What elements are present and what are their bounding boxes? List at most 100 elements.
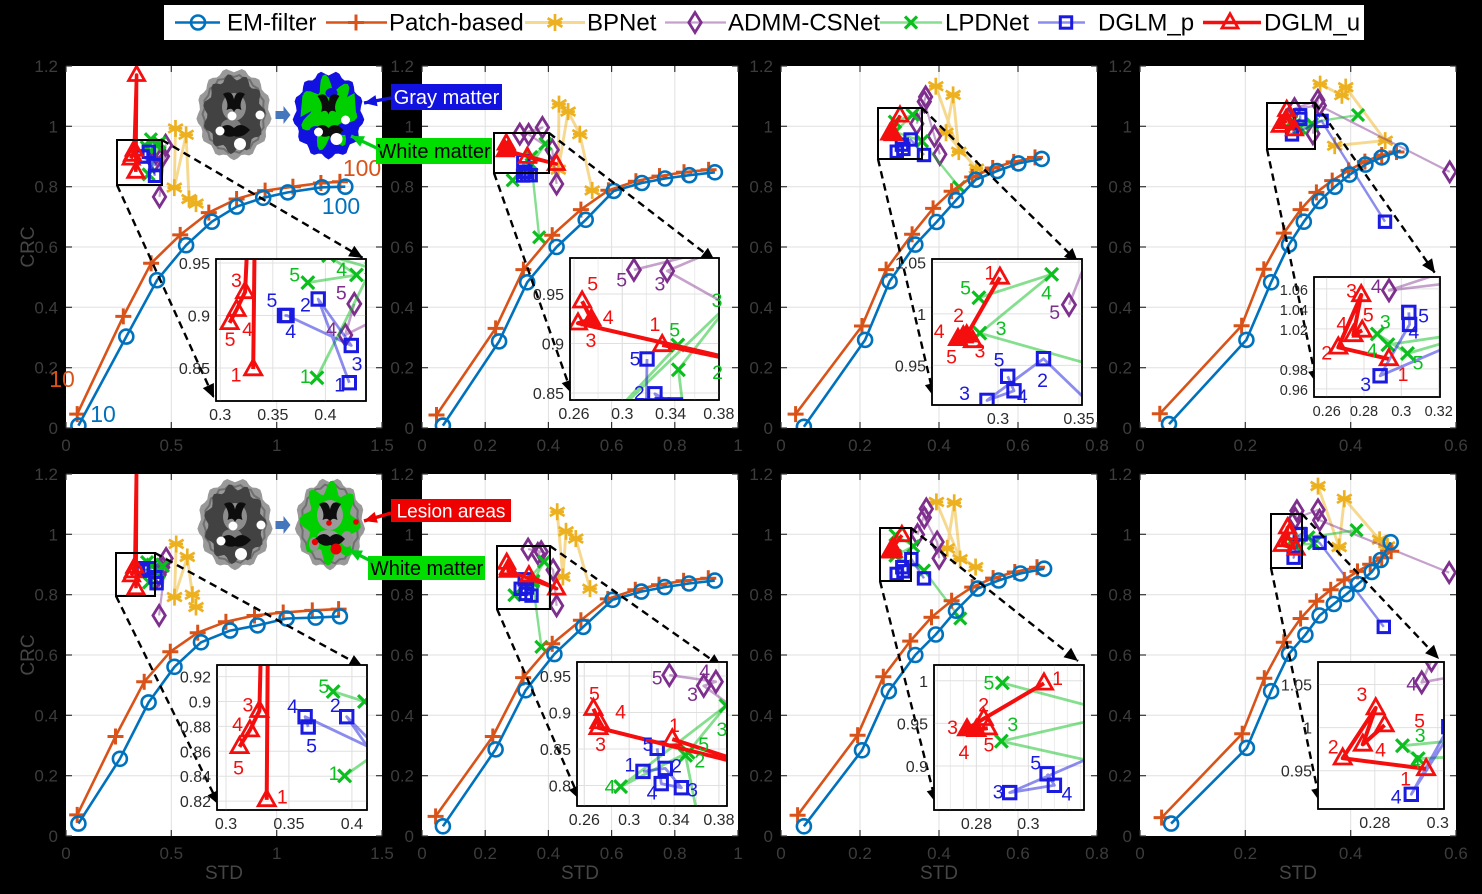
svg-text:0.98: 0.98 — [1280, 363, 1308, 379]
svg-text:2: 2 — [300, 294, 311, 316]
svg-text:1.2: 1.2 — [34, 465, 58, 484]
svg-text:0.95: 0.95 — [179, 256, 210, 273]
svg-text:0.6: 0.6 — [1444, 436, 1468, 455]
svg-text:0: 0 — [776, 436, 785, 455]
svg-text:0: 0 — [764, 827, 773, 846]
svg-text:0.26: 0.26 — [569, 812, 600, 829]
svg-text:0.38: 0.38 — [703, 812, 734, 829]
svg-text:0.26: 0.26 — [558, 406, 589, 423]
svg-text:1: 1 — [277, 787, 288, 809]
svg-text:0.2: 0.2 — [848, 844, 872, 863]
svg-text:1: 1 — [1303, 721, 1312, 738]
svg-text:0.95: 0.95 — [897, 716, 928, 733]
svg-text:1.2: 1.2 — [1108, 57, 1132, 76]
svg-text:4: 4 — [1041, 283, 1052, 305]
svg-text:0.35: 0.35 — [273, 816, 304, 833]
svg-text:0: 0 — [1123, 419, 1132, 438]
svg-text:0.5: 0.5 — [159, 844, 183, 863]
svg-text:0.8: 0.8 — [390, 586, 414, 605]
svg-text:0.4: 0.4 — [1339, 844, 1363, 863]
svg-text:0.6: 0.6 — [34, 646, 58, 665]
svg-text:0.3: 0.3 — [618, 812, 640, 829]
svg-text:1.2: 1.2 — [749, 465, 773, 484]
svg-text:0.35: 0.35 — [257, 407, 288, 424]
svg-text:4: 4 — [603, 307, 614, 329]
svg-text:0: 0 — [61, 844, 70, 863]
svg-text:0.6: 0.6 — [1006, 436, 1030, 455]
svg-text:1: 1 — [984, 262, 995, 284]
svg-text:0.2: 0.2 — [1233, 436, 1257, 455]
svg-text:0.35: 0.35 — [1063, 411, 1094, 428]
svg-text:5: 5 — [336, 283, 347, 305]
svg-text:5: 5 — [266, 290, 277, 312]
svg-text:3: 3 — [1346, 280, 1357, 302]
svg-text:2: 2 — [953, 305, 964, 327]
svg-text:3: 3 — [1007, 714, 1018, 736]
svg-text:0.4: 0.4 — [1108, 706, 1132, 725]
svg-text:0.6: 0.6 — [749, 238, 773, 257]
svg-text:4: 4 — [1061, 784, 1072, 806]
svg-text:0.28: 0.28 — [1359, 815, 1390, 832]
svg-text:5: 5 — [652, 668, 663, 690]
svg-text:5: 5 — [994, 349, 1005, 371]
svg-text:1.5: 1.5 — [370, 844, 394, 863]
svg-text:0.95: 0.95 — [540, 669, 571, 686]
svg-text:4: 4 — [647, 783, 658, 805]
svg-text:1: 1 — [624, 754, 635, 776]
svg-text:5: 5 — [1030, 752, 1041, 774]
svg-text:0.8: 0.8 — [34, 178, 58, 197]
svg-text:3: 3 — [1356, 684, 1367, 706]
svg-text:1: 1 — [272, 844, 281, 863]
svg-text:STD: STD — [561, 863, 599, 884]
svg-text:4: 4 — [326, 319, 337, 341]
svg-text:0.2: 0.2 — [749, 359, 773, 378]
svg-text:0: 0 — [417, 844, 426, 863]
svg-text:5: 5 — [1418, 305, 1429, 327]
svg-text:5: 5 — [946, 346, 957, 368]
svg-text:3: 3 — [716, 719, 727, 741]
svg-text:0.4: 0.4 — [314, 407, 336, 424]
svg-text:4: 4 — [605, 777, 616, 799]
svg-text:0.95: 0.95 — [533, 287, 564, 304]
svg-text:0.34: 0.34 — [659, 812, 690, 829]
svg-text:5: 5 — [318, 676, 329, 698]
svg-text:1.2: 1.2 — [34, 57, 58, 76]
svg-text:3: 3 — [585, 330, 596, 352]
svg-text:Gray matter: Gray matter — [394, 87, 500, 109]
svg-text:0: 0 — [49, 419, 58, 438]
svg-text:2: 2 — [694, 750, 705, 772]
svg-text:Lesion areas: Lesion areas — [397, 502, 506, 523]
svg-text:4: 4 — [699, 661, 710, 683]
svg-text:1: 1 — [334, 375, 345, 397]
svg-text:0.6: 0.6 — [749, 646, 773, 665]
svg-text:1: 1 — [231, 365, 242, 387]
svg-text:2: 2 — [978, 695, 989, 717]
svg-text:BPNet: BPNet — [587, 10, 657, 37]
svg-text:CRC: CRC — [18, 634, 39, 675]
svg-text:2: 2 — [671, 755, 682, 777]
svg-text:0.34: 0.34 — [655, 406, 686, 423]
svg-text:5: 5 — [698, 734, 709, 756]
svg-text:0.4: 0.4 — [749, 298, 773, 317]
svg-text:0: 0 — [405, 419, 414, 438]
svg-text:0.6: 0.6 — [390, 238, 414, 257]
svg-text:0.26: 0.26 — [1313, 404, 1341, 420]
svg-text:5: 5 — [589, 684, 600, 706]
svg-text:1: 1 — [917, 307, 926, 324]
svg-text:1: 1 — [1398, 364, 1409, 386]
svg-text:0.2: 0.2 — [34, 359, 58, 378]
svg-text:0.8: 0.8 — [1085, 844, 1109, 863]
svg-text:0.4: 0.4 — [390, 298, 414, 317]
svg-text:0: 0 — [764, 419, 773, 438]
svg-text:0.4: 0.4 — [537, 844, 561, 863]
svg-text:DGLM_u: DGLM_u — [1264, 10, 1360, 37]
svg-text:0: 0 — [776, 844, 785, 863]
svg-text:1: 1 — [329, 763, 340, 785]
svg-text:0.8: 0.8 — [1108, 586, 1132, 605]
svg-text:5: 5 — [1414, 711, 1425, 733]
svg-text:3: 3 — [959, 383, 970, 405]
svg-text:0.9: 0.9 — [189, 695, 211, 712]
svg-text:1: 1 — [272, 436, 281, 455]
svg-text:0: 0 — [1123, 827, 1132, 846]
svg-text:5: 5 — [669, 319, 680, 341]
